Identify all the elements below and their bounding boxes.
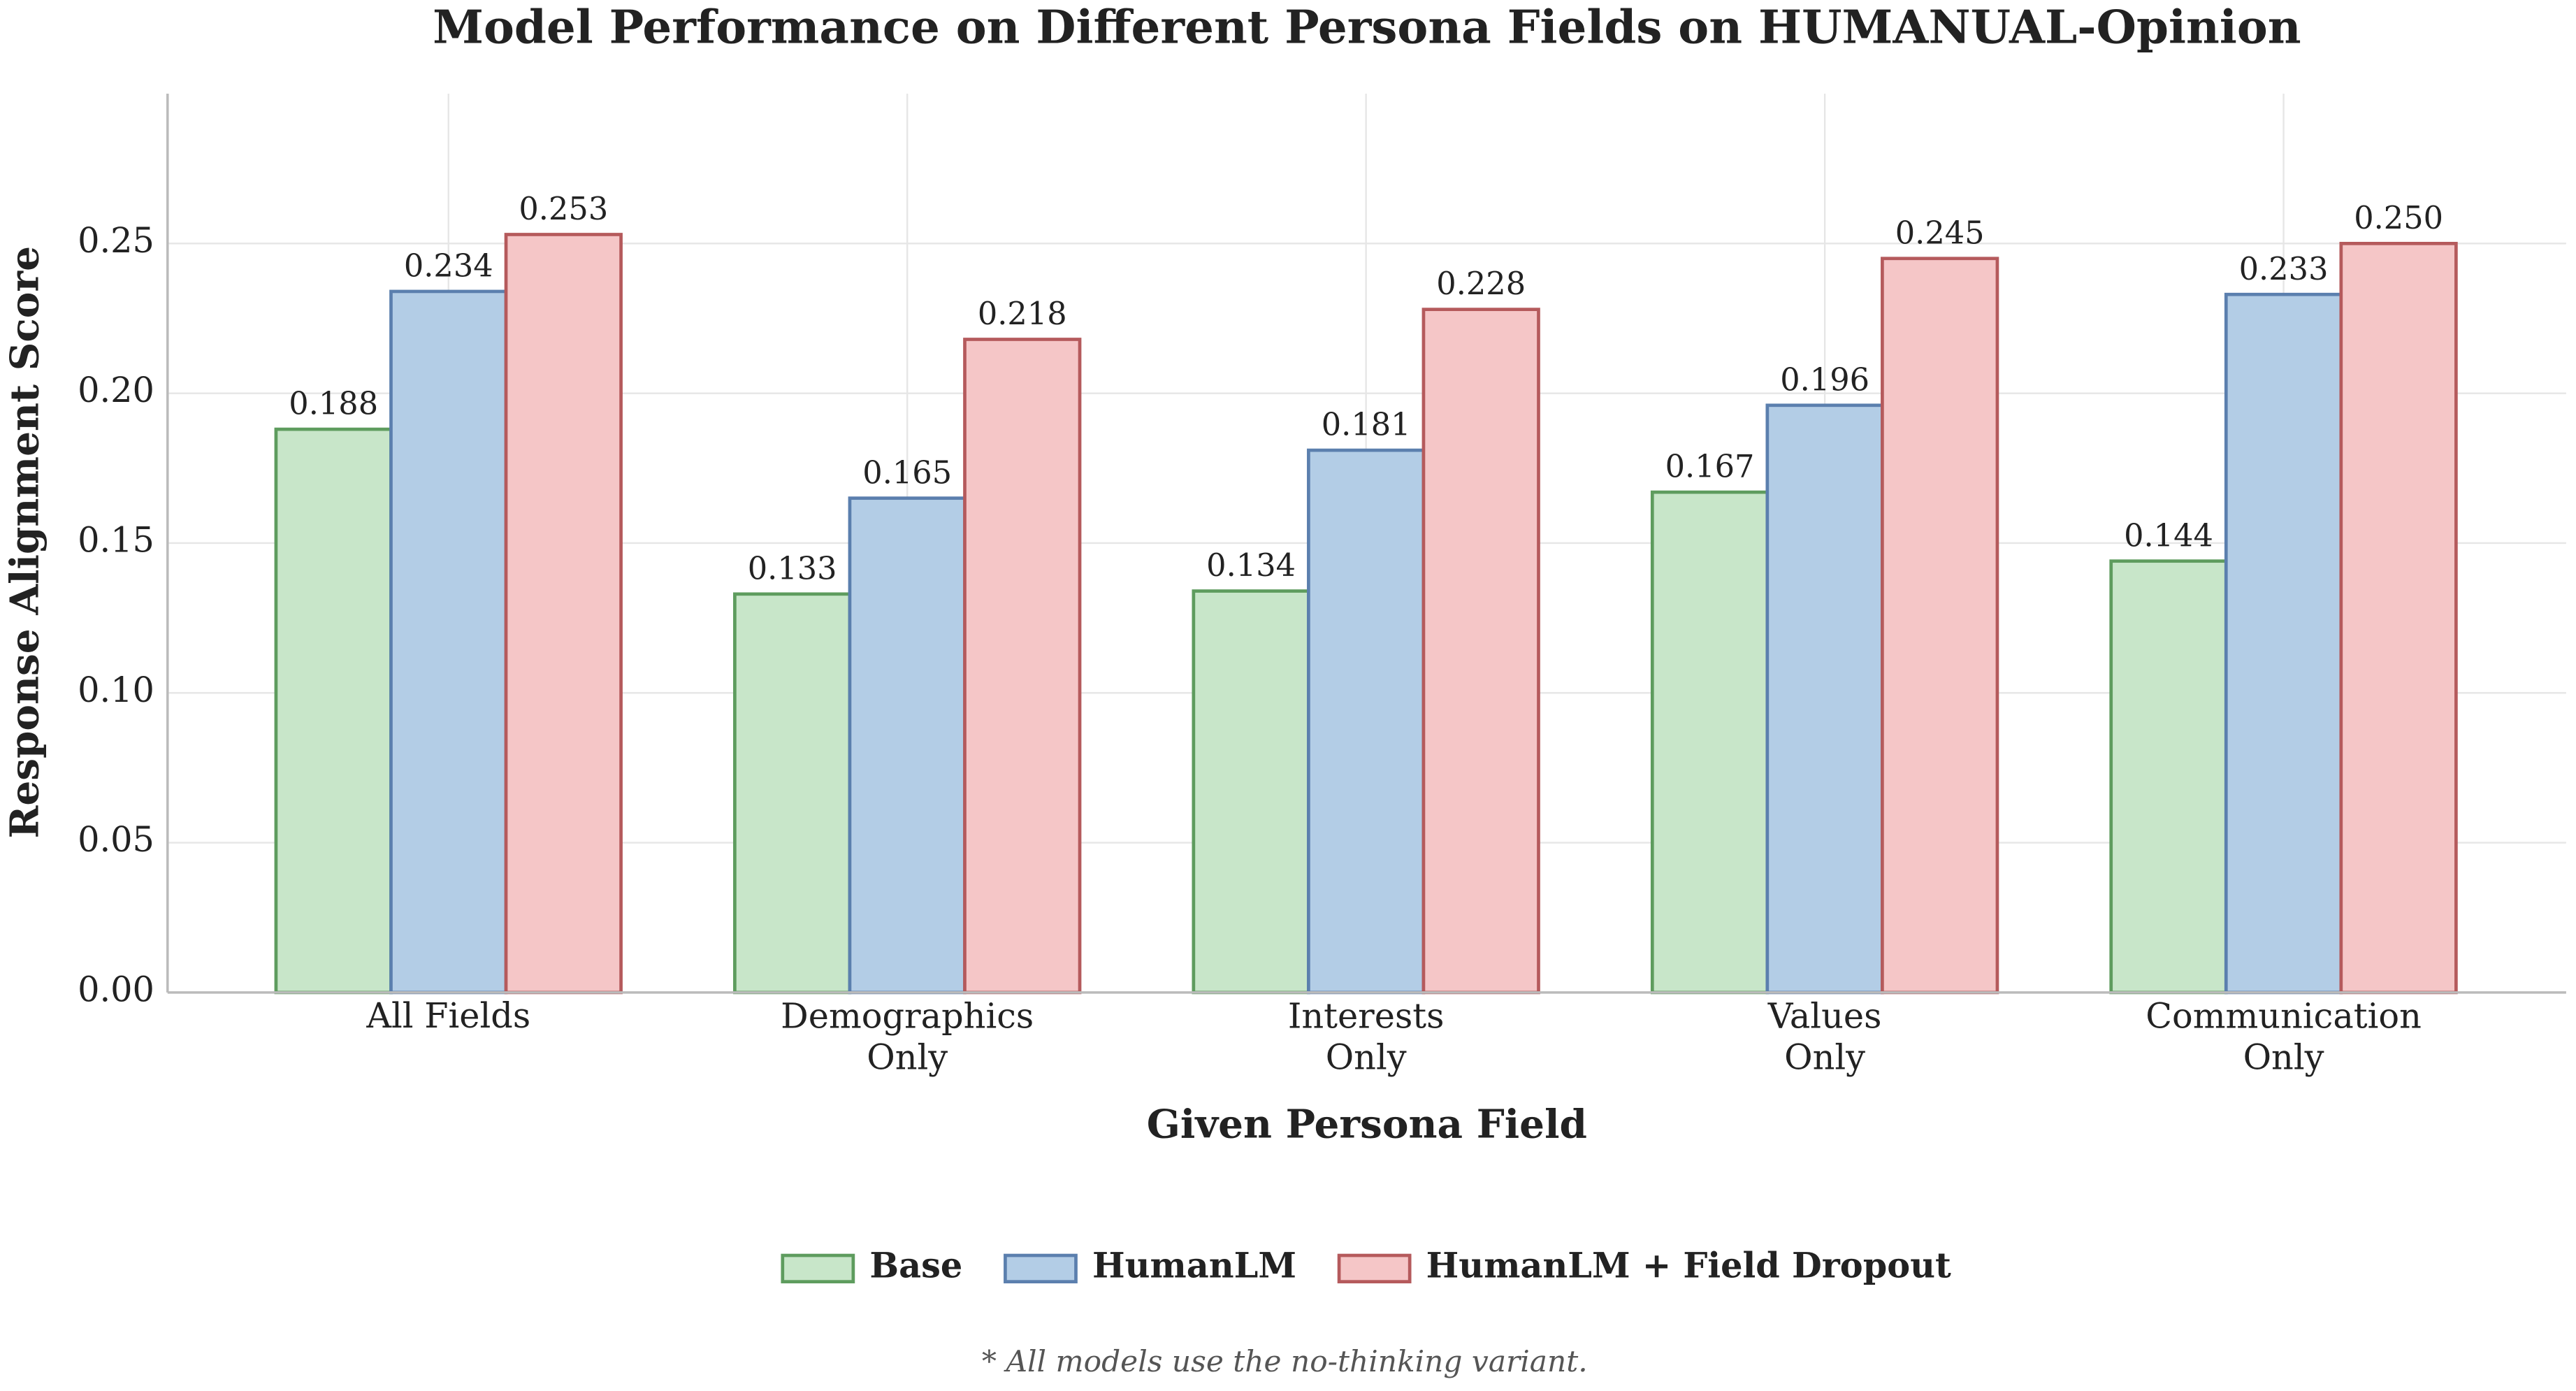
- legend-label: HumanLM: [1092, 1245, 1296, 1285]
- bar: [963, 338, 1082, 995]
- data-label: 0.233: [2239, 251, 2329, 287]
- bar: [2109, 559, 2228, 995]
- data-label: 0.134: [1206, 547, 1296, 584]
- x-tick-label: Demographics Only: [781, 995, 1034, 1077]
- data-label: 0.250: [2354, 200, 2443, 236]
- legend-label: HumanLM + Field Dropout: [1426, 1245, 1951, 1285]
- bar: [2224, 292, 2343, 995]
- y-tick-label: 0.10: [78, 670, 154, 710]
- data-label: 0.245: [1895, 215, 1985, 251]
- data-label: 0.144: [2124, 517, 2213, 554]
- bar: [1881, 257, 1999, 995]
- legend: Base HumanLM HumanLM + Field Dropout: [781, 1245, 1951, 1285]
- y-tick-label: 0.05: [78, 819, 154, 860]
- data-label: 0.234: [404, 248, 493, 284]
- data-label: 0.133: [748, 550, 837, 586]
- bar: [1650, 490, 1770, 995]
- bar: [1307, 448, 1426, 995]
- x-axis-label: Given Persona Field: [1147, 1101, 1587, 1147]
- bar: [2339, 241, 2458, 995]
- x-tick-label: All Fields: [366, 995, 530, 1036]
- bar: [389, 289, 508, 995]
- data-label: 0.181: [1322, 407, 1411, 443]
- bar: [274, 427, 393, 995]
- legend-label: Base: [869, 1245, 962, 1285]
- x-tick-label: Values Only: [1767, 995, 1882, 1077]
- bar: [1192, 589, 1310, 995]
- bar: [733, 592, 852, 995]
- legend-swatch: [781, 1253, 855, 1283]
- y-axis-label: Response Alignment Score: [2, 246, 48, 839]
- data-label: 0.196: [1780, 361, 1869, 398]
- bar: [504, 233, 623, 995]
- bar: [848, 496, 967, 995]
- y-tick-label: 0.20: [78, 370, 154, 410]
- bar: [1765, 403, 1884, 995]
- chart-title: Model Performance on Different Persona F…: [433, 0, 2301, 55]
- data-label: 0.253: [519, 191, 608, 227]
- y-tick-label: 0.25: [78, 220, 154, 261]
- y-tick-label: 0.00: [78, 969, 154, 1009]
- y-tick-label: 0.15: [78, 519, 154, 560]
- legend-swatch: [1004, 1253, 1078, 1283]
- legend-swatch: [1337, 1253, 1412, 1283]
- x-tick-label: Interests Only: [1288, 995, 1445, 1077]
- x-tick-label: Communication Only: [2146, 995, 2422, 1077]
- data-label: 0.167: [1665, 449, 1755, 485]
- data-label: 0.228: [1436, 266, 1526, 302]
- data-label: 0.188: [289, 386, 378, 422]
- bar: [1421, 308, 1540, 995]
- data-label: 0.218: [978, 296, 1067, 332]
- footnote: * All models use the no-thinking variant…: [982, 1344, 1588, 1378]
- data-label: 0.165: [862, 454, 952, 491]
